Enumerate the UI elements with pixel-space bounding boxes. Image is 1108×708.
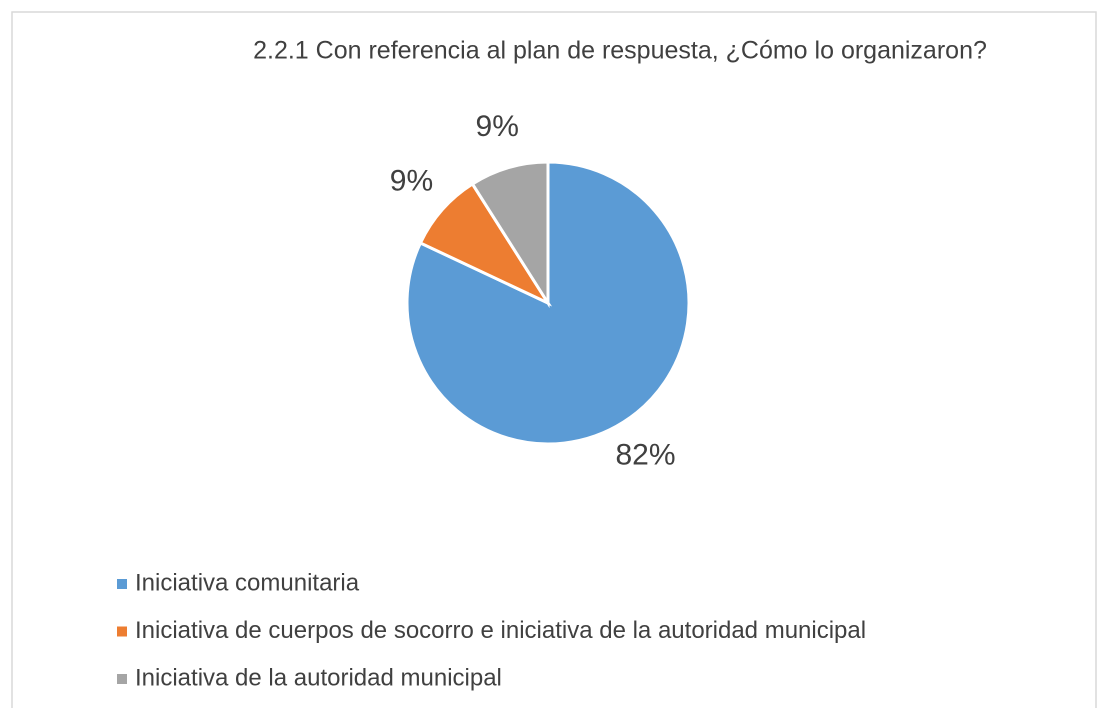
legend-label: Iniciativa de la autoridad municipal [135,664,502,691]
data-label: 9% [476,110,519,143]
legend-swatch [117,579,127,589]
pie-slice [470,160,550,309]
pie-slice [418,181,553,307]
legend-swatch [117,626,127,637]
data-label: 9% [390,165,433,198]
legend-swatch [117,674,127,684]
data-label: 82% [615,439,675,472]
chart-title: 2.2.1 Con referencia al plan de respuest… [253,37,987,65]
legend-label: Iniciativa comunitaria [135,569,360,596]
legend-label: Iniciativa de cuerpos de socorro e inici… [135,617,866,644]
